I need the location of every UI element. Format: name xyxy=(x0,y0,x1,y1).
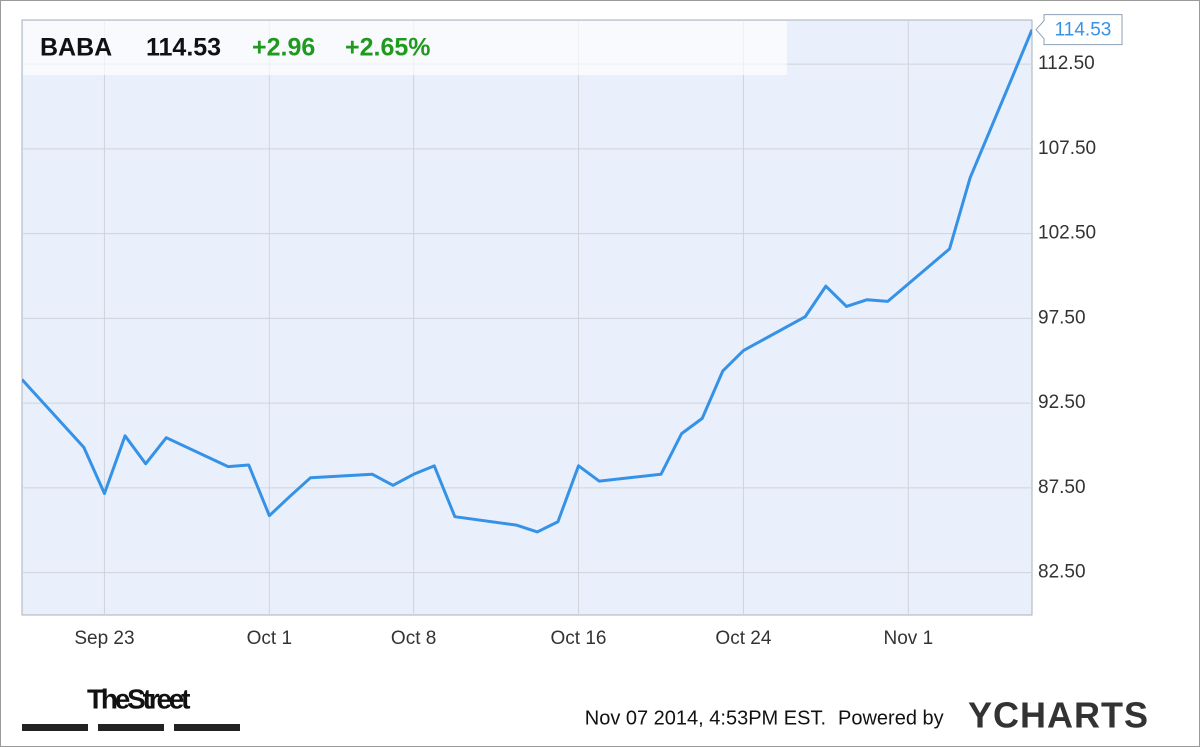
timestamp: Nov 07 2014, 4:53PM EST. xyxy=(585,707,826,729)
x-tick-label: Oct 8 xyxy=(391,628,436,649)
logo-bar xyxy=(22,724,88,731)
publisher-logo: TheStreet xyxy=(87,683,190,714)
x-tick-label: Oct 1 xyxy=(247,628,292,649)
y-tick-label: 102.50 xyxy=(1038,223,1096,244)
y-tick-label: 82.50 xyxy=(1038,562,1086,583)
labels-layer: 82.50 87.50 92.50 97.50 102.50 107.50 112.50 Se… xyxy=(74,14,1123,649)
header-box xyxy=(23,21,787,75)
y-tick-label: 97.50 xyxy=(1038,307,1086,328)
x-tick-label: Oct 24 xyxy=(715,628,771,649)
change-percent: +2.65% xyxy=(345,34,431,62)
y-tick-label: 107.50 xyxy=(1038,138,1096,159)
y-tick-label: 92.50 xyxy=(1038,392,1086,413)
plot-area xyxy=(21,19,1033,616)
price: 114.53 xyxy=(146,34,221,62)
grid xyxy=(22,20,1032,615)
powered-by: Powered by xyxy=(838,707,944,729)
logo-bar xyxy=(174,724,240,731)
x-tick-label: Nov 1 xyxy=(884,628,934,649)
series-layer xyxy=(22,29,1032,534)
provider-logo: YCHARTS xyxy=(968,695,1149,736)
x-tick-label: Oct 16 xyxy=(551,628,607,649)
last-value-box xyxy=(1035,14,1123,46)
y-tick-label: 87.50 xyxy=(1038,477,1086,498)
y-tick-label: 112.50 xyxy=(1038,53,1095,74)
price-line xyxy=(22,29,1032,534)
logo-bar xyxy=(98,724,164,731)
ticker: BABA xyxy=(40,34,112,62)
x-tick-label: Sep 23 xyxy=(74,628,134,649)
last-value-label: 114.53 xyxy=(1055,20,1112,41)
change: +2.96 xyxy=(252,34,315,62)
